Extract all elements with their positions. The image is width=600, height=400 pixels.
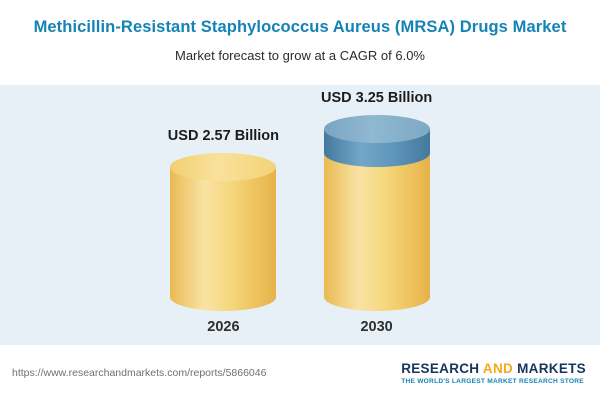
bar-value-label-2026: USD 2.57 Billion: [167, 128, 279, 145]
research-and-markets-logo: RESEARCH AND MARKETS THE WORLD'S LARGEST…: [401, 361, 586, 385]
bar-group-2030: USD 3.25 Billion 2030: [321, 90, 432, 335]
logo-word-research: RESEARCH: [401, 360, 480, 376]
cylinder-bar-2030: [323, 115, 430, 311]
logo-word-and: AND: [482, 360, 514, 376]
chart-header: Methicillin-Resistant Staphylococcus Aur…: [0, 0, 600, 85]
bar-year-label-2026: 2026: [207, 319, 240, 335]
footer: https://www.researchandmarkets.com/repor…: [0, 345, 600, 400]
bar-value-label-2030: USD 3.25 Billion: [321, 90, 433, 106]
report-url-link[interactable]: https://www.researchandmarkets.com/repor…: [12, 366, 267, 379]
cylinder-bar-2026: [170, 153, 277, 311]
bars-row: USD 2.57 Billion 2026 USD 3.25 Billion 2…: [168, 90, 432, 345]
cylinder-top-ellipse: [323, 115, 430, 143]
cylinder-segment-gold: [170, 167, 277, 311]
cylinder-segment-gold: [323, 153, 430, 311]
cylinder-top-ellipse: [170, 153, 277, 182]
logo-tagline: THE WORLD'S LARGEST MARKET RESEARCH STOR…: [401, 377, 584, 385]
bar-year-label-2030: 2030: [360, 319, 393, 335]
logo-word-markets: MARKETS: [517, 360, 586, 376]
logo-wordmark: RESEARCH AND MARKETS: [401, 361, 586, 376]
chart-title: Methicillin-Resistant Staphylococcus Aur…: [33, 18, 567, 36]
chart-subtitle: Market forecast to grow at a CAGR of 6.0…: [175, 48, 425, 63]
bar-group-2026: USD 2.57 Billion 2026: [168, 128, 279, 335]
chart-panel: USD 2.57 Billion 2026 USD 3.25 Billion 2…: [0, 85, 600, 345]
